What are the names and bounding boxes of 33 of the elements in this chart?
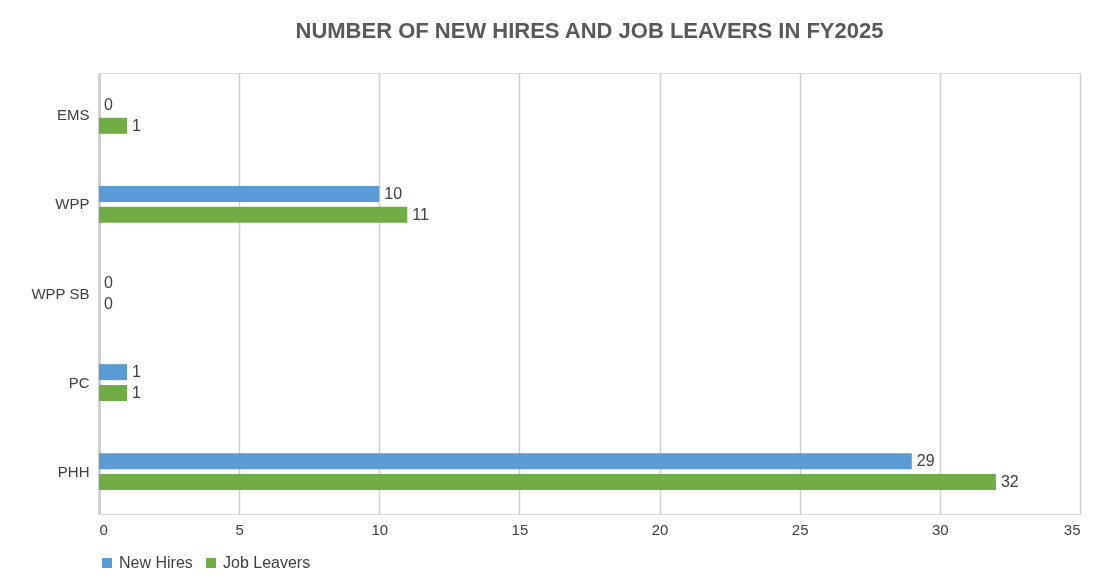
data-label: 0: [104, 95, 113, 113]
x-tick-label: 20: [651, 520, 669, 538]
data-label: 29: [916, 452, 935, 470]
bar: [99, 453, 912, 470]
y-tick-label: EMS: [56, 106, 90, 124]
data-label: 1: [132, 116, 142, 134]
data-label: 1: [132, 363, 142, 381]
x-tick-label: 15: [511, 520, 529, 538]
data-label: 0: [104, 294, 113, 312]
x-tick-label: 10: [371, 520, 389, 538]
bar: [99, 364, 128, 381]
y-tick-label: WPP SB: [31, 284, 90, 302]
bar: [99, 206, 408, 223]
data-label: 10: [384, 184, 403, 202]
y-tick-label: PHH: [57, 462, 90, 480]
x-tick-label: 35: [1063, 520, 1081, 538]
bar: [99, 185, 380, 202]
legend-label: New Hires: [119, 554, 193, 571]
data-label: 0: [104, 274, 113, 292]
x-tick-label: 5: [235, 520, 244, 538]
data-label: 32: [1000, 473, 1019, 491]
bar: [99, 117, 128, 134]
x-tick-label: 0: [99, 520, 108, 538]
x-tick-label: 30: [932, 520, 949, 538]
bar: [99, 385, 128, 402]
y-tick-label: WPP: [55, 195, 90, 213]
data-label: 11: [412, 205, 430, 223]
data-label: 1: [132, 384, 142, 402]
chart-title: NUMBER OF NEW HIRES AND JOB LEAVERS IN FY2025: [295, 18, 884, 43]
legend-label: Job Leavers: [223, 554, 311, 571]
y-tick-label: PC: [68, 373, 90, 391]
bar: [99, 474, 996, 491]
x-tick-label: 25: [791, 520, 809, 538]
